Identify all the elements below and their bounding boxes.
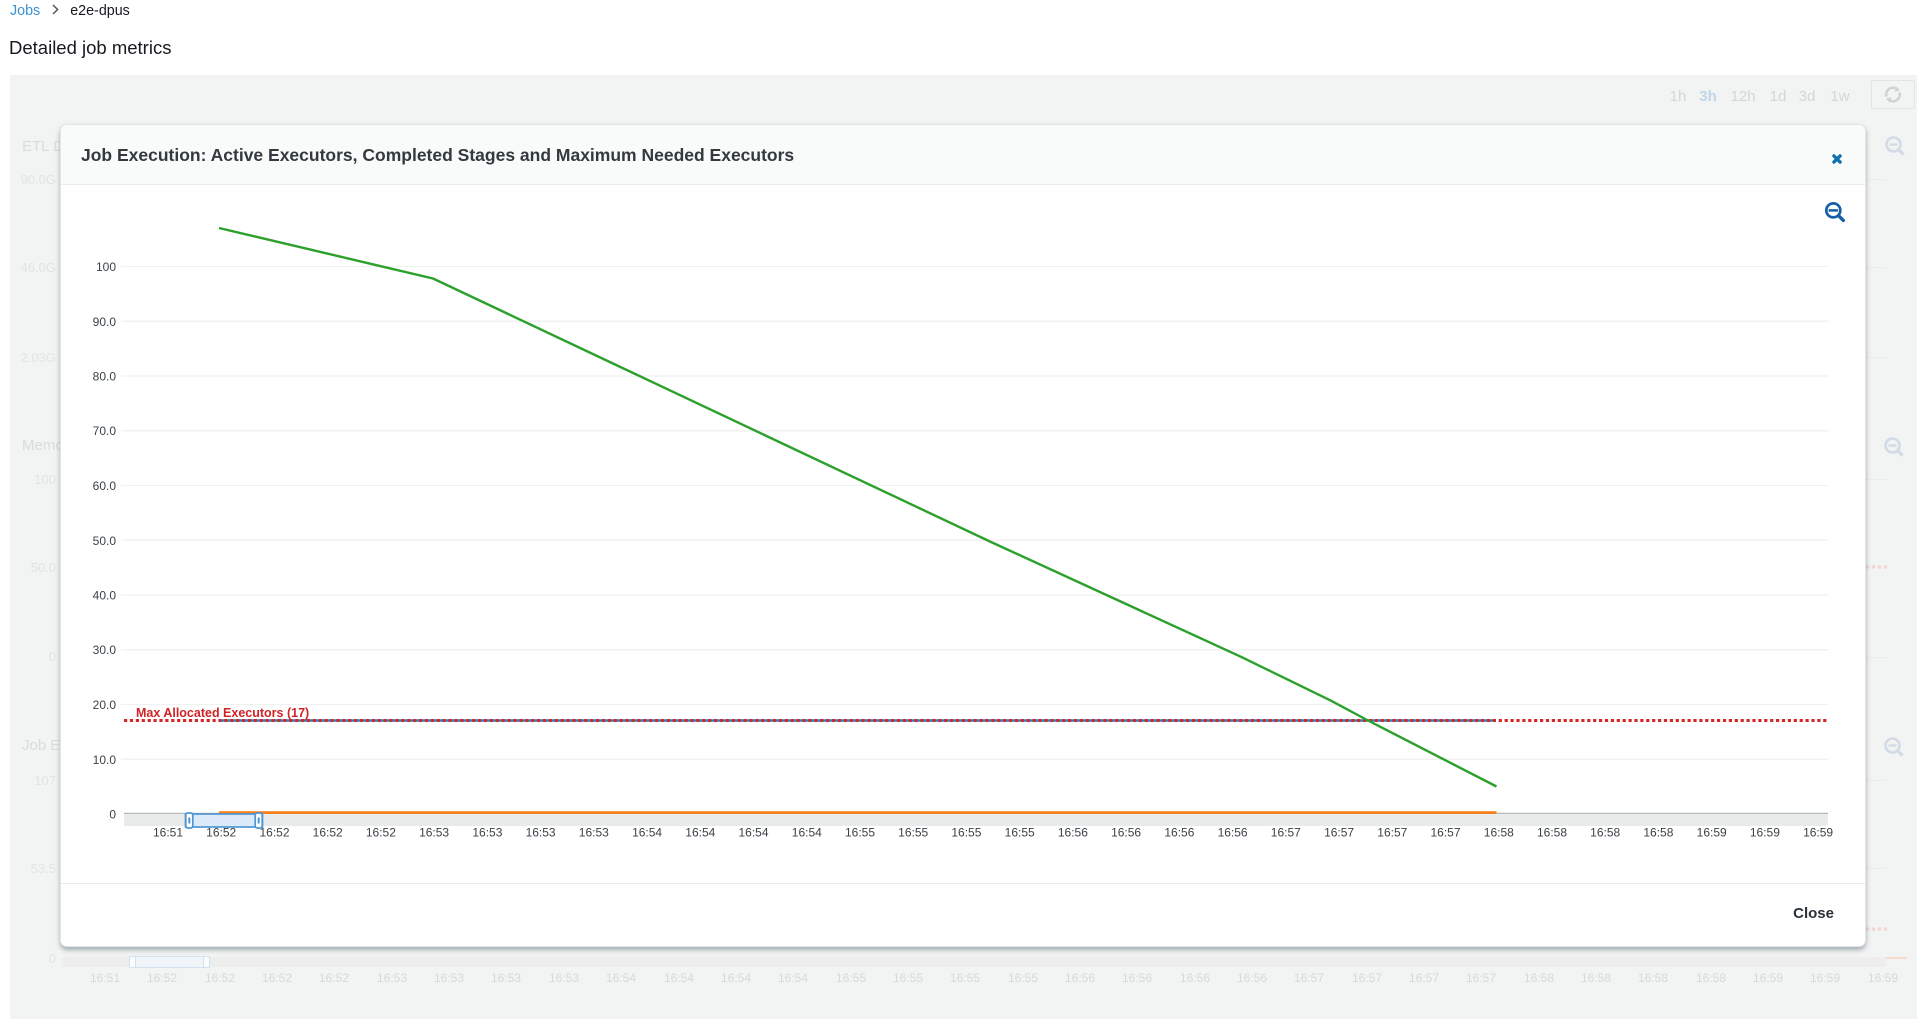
svg-text:16:53: 16:53 <box>579 826 609 840</box>
svg-text:16:55: 16:55 <box>1005 826 1035 840</box>
svg-text:16:57: 16:57 <box>1430 826 1460 840</box>
svg-text:16:54: 16:54 <box>632 826 662 840</box>
svg-text:16:52: 16:52 <box>206 826 236 840</box>
svg-text:16:58: 16:58 <box>1590 826 1620 840</box>
svg-text:16:53: 16:53 <box>419 826 449 840</box>
svg-text:16:56: 16:56 <box>1058 826 1088 840</box>
svg-text:Max Allocated Executors (17): Max Allocated Executors (17) <box>136 706 309 720</box>
svg-text:0: 0 <box>109 808 116 822</box>
svg-text:10.0: 10.0 <box>93 753 117 767</box>
svg-text:16:53: 16:53 <box>472 826 502 840</box>
svg-text:16:56: 16:56 <box>1111 826 1141 840</box>
svg-text:16:54: 16:54 <box>685 826 715 840</box>
svg-text:100: 100 <box>96 260 116 274</box>
svg-text:16:52: 16:52 <box>366 826 396 840</box>
svg-text:70.0: 70.0 <box>93 424 117 438</box>
svg-text:16:59: 16:59 <box>1803 826 1833 840</box>
svg-text:60.0: 60.0 <box>93 479 117 493</box>
svg-text:16:58: 16:58 <box>1484 826 1514 840</box>
svg-text:16:56: 16:56 <box>1218 826 1248 840</box>
svg-text:16:51: 16:51 <box>153 826 183 840</box>
svg-text:16:57: 16:57 <box>1324 826 1354 840</box>
svg-text:20.0: 20.0 <box>93 698 117 712</box>
svg-text:16:54: 16:54 <box>738 826 768 840</box>
svg-text:80.0: 80.0 <box>93 370 117 384</box>
svg-text:16:59: 16:59 <box>1697 826 1727 840</box>
svg-text:16:52: 16:52 <box>259 826 289 840</box>
svg-text:16:54: 16:54 <box>792 826 822 840</box>
svg-text:16:55: 16:55 <box>898 826 928 840</box>
svg-text:16:55: 16:55 <box>845 826 875 840</box>
svg-text:16:56: 16:56 <box>1164 826 1194 840</box>
svg-text:50.0: 50.0 <box>93 534 117 548</box>
svg-text:16:58: 16:58 <box>1537 826 1567 840</box>
svg-text:16:55: 16:55 <box>951 826 981 840</box>
svg-text:16:57: 16:57 <box>1377 826 1407 840</box>
svg-text:90.0: 90.0 <box>93 315 117 329</box>
svg-text:16:53: 16:53 <box>526 826 556 840</box>
svg-text:16:58: 16:58 <box>1643 826 1673 840</box>
svg-text:40.0: 40.0 <box>93 589 117 603</box>
svg-text:30.0: 30.0 <box>93 643 117 657</box>
svg-text:16:57: 16:57 <box>1271 826 1301 840</box>
svg-text:16:52: 16:52 <box>313 826 343 840</box>
svg-text:16:59: 16:59 <box>1750 826 1780 840</box>
